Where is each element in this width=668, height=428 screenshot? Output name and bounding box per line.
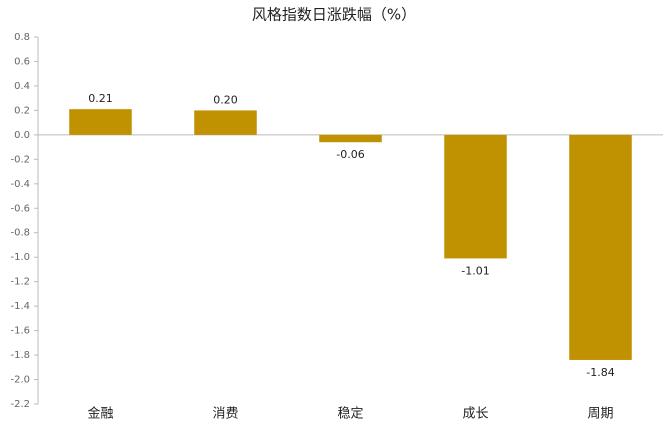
value-label: -1.84 (586, 366, 614, 379)
x-tick-label: 消费 (212, 407, 238, 422)
value-label: 0.20 (213, 93, 238, 106)
value-label: 0.21 (88, 92, 113, 105)
y-tick-label: -2.2 (10, 399, 30, 410)
y-tick-label: 0.6 (14, 56, 30, 67)
y-tick-label: -0.6 (10, 203, 30, 214)
y-tick-label: 0.2 (14, 105, 30, 116)
bar (444, 134, 507, 259)
y-tick-label: -0.2 (10, 154, 30, 165)
y-tick-label: -1.0 (10, 252, 30, 263)
value-label: -1.01 (461, 264, 489, 277)
x-tick-label: 成长 (462, 407, 488, 422)
x-tick-label: 周期 (587, 407, 613, 422)
chart-title: 风格指数日涨跌幅（%） (252, 6, 416, 24)
x-tick-label: 金融 (87, 406, 113, 422)
y-tick-label: 0.4 (14, 81, 30, 92)
y-tick-label: -0.4 (10, 179, 30, 190)
y-tick-label: 0.8 (14, 32, 30, 43)
bar (69, 109, 132, 135)
y-tick-label: -2.0 (10, 375, 30, 386)
y-tick-label: -1.8 (10, 350, 30, 361)
value-label: -0.06 (336, 148, 364, 161)
y-tick-label: -1.2 (10, 277, 30, 288)
y-tick-label: -1.6 (10, 326, 30, 337)
x-tick-label: 稳定 (337, 406, 363, 422)
y-tick-label: 0.0 (14, 130, 30, 141)
bar (319, 134, 382, 143)
y-tick-label: -0.8 (10, 228, 30, 239)
bar (569, 134, 632, 360)
bar (194, 110, 257, 135)
y-tick-label: -1.4 (10, 301, 30, 312)
